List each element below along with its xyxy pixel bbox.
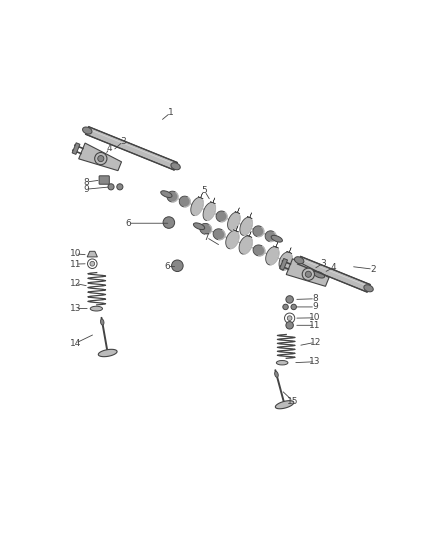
Circle shape — [304, 271, 311, 277]
Circle shape — [301, 268, 314, 280]
Polygon shape — [272, 242, 278, 248]
Polygon shape — [78, 143, 121, 171]
Polygon shape — [265, 231, 276, 241]
Circle shape — [108, 184, 114, 190]
Polygon shape — [87, 251, 97, 257]
Text: 10: 10 — [69, 249, 81, 259]
Circle shape — [285, 296, 293, 303]
Polygon shape — [247, 213, 252, 219]
Polygon shape — [239, 217, 252, 236]
Circle shape — [87, 259, 97, 269]
Text: 9: 9 — [311, 302, 317, 311]
Text: 1: 1 — [167, 108, 173, 117]
Text: 9: 9 — [83, 185, 89, 193]
Text: 3: 3 — [320, 259, 326, 268]
Text: 12: 12 — [70, 279, 81, 288]
Text: 11: 11 — [69, 260, 81, 269]
Ellipse shape — [160, 191, 172, 198]
Polygon shape — [199, 223, 211, 235]
Ellipse shape — [90, 306, 102, 311]
Ellipse shape — [100, 319, 104, 325]
Text: 8: 8 — [83, 177, 89, 187]
Circle shape — [117, 184, 123, 190]
Text: 5: 5 — [201, 187, 207, 196]
Text: 8: 8 — [311, 294, 317, 303]
Circle shape — [290, 304, 296, 310]
Circle shape — [98, 156, 104, 161]
Polygon shape — [225, 231, 238, 249]
Circle shape — [285, 321, 293, 329]
Text: 13: 13 — [69, 304, 81, 313]
Polygon shape — [265, 247, 278, 265]
Text: 15: 15 — [286, 397, 298, 406]
Text: 11: 11 — [309, 321, 320, 330]
Polygon shape — [215, 211, 226, 222]
Polygon shape — [191, 197, 203, 215]
Polygon shape — [279, 259, 287, 270]
Polygon shape — [275, 401, 293, 409]
Polygon shape — [279, 252, 292, 270]
Ellipse shape — [193, 223, 204, 230]
Text: 6: 6 — [125, 219, 131, 228]
Circle shape — [95, 152, 107, 165]
Ellipse shape — [294, 257, 303, 264]
Text: 4: 4 — [330, 263, 336, 272]
Ellipse shape — [170, 163, 180, 170]
Ellipse shape — [276, 360, 287, 365]
Text: 10: 10 — [309, 313, 320, 322]
Text: 2: 2 — [369, 265, 375, 273]
Polygon shape — [203, 203, 215, 221]
Polygon shape — [292, 261, 304, 272]
Circle shape — [171, 260, 183, 271]
Text: 12: 12 — [309, 338, 320, 347]
Text: 6: 6 — [164, 262, 170, 271]
Polygon shape — [252, 226, 263, 237]
Polygon shape — [210, 198, 215, 204]
Polygon shape — [233, 226, 238, 232]
Circle shape — [286, 316, 291, 320]
Circle shape — [162, 217, 174, 228]
Polygon shape — [212, 229, 225, 240]
Polygon shape — [227, 212, 240, 230]
Ellipse shape — [274, 372, 278, 377]
Ellipse shape — [82, 127, 92, 134]
Circle shape — [284, 313, 294, 323]
Text: 7: 7 — [203, 233, 208, 241]
Polygon shape — [286, 247, 291, 254]
Ellipse shape — [363, 285, 372, 292]
Polygon shape — [85, 127, 177, 170]
Polygon shape — [286, 259, 328, 286]
FancyBboxPatch shape — [99, 176, 109, 184]
Polygon shape — [297, 256, 369, 292]
Polygon shape — [179, 196, 190, 207]
Polygon shape — [98, 349, 117, 357]
Circle shape — [282, 304, 288, 310]
Polygon shape — [72, 143, 80, 155]
Ellipse shape — [271, 236, 282, 242]
Polygon shape — [246, 231, 251, 237]
Polygon shape — [234, 208, 240, 214]
Text: 4: 4 — [106, 144, 112, 153]
Polygon shape — [306, 266, 318, 278]
Text: 13: 13 — [309, 357, 320, 366]
Ellipse shape — [313, 271, 324, 278]
Polygon shape — [239, 236, 252, 254]
Circle shape — [90, 261, 95, 266]
Polygon shape — [166, 191, 178, 202]
Polygon shape — [198, 193, 203, 199]
Polygon shape — [252, 245, 265, 256]
Text: 3: 3 — [120, 137, 126, 146]
Text: 14: 14 — [70, 339, 81, 348]
